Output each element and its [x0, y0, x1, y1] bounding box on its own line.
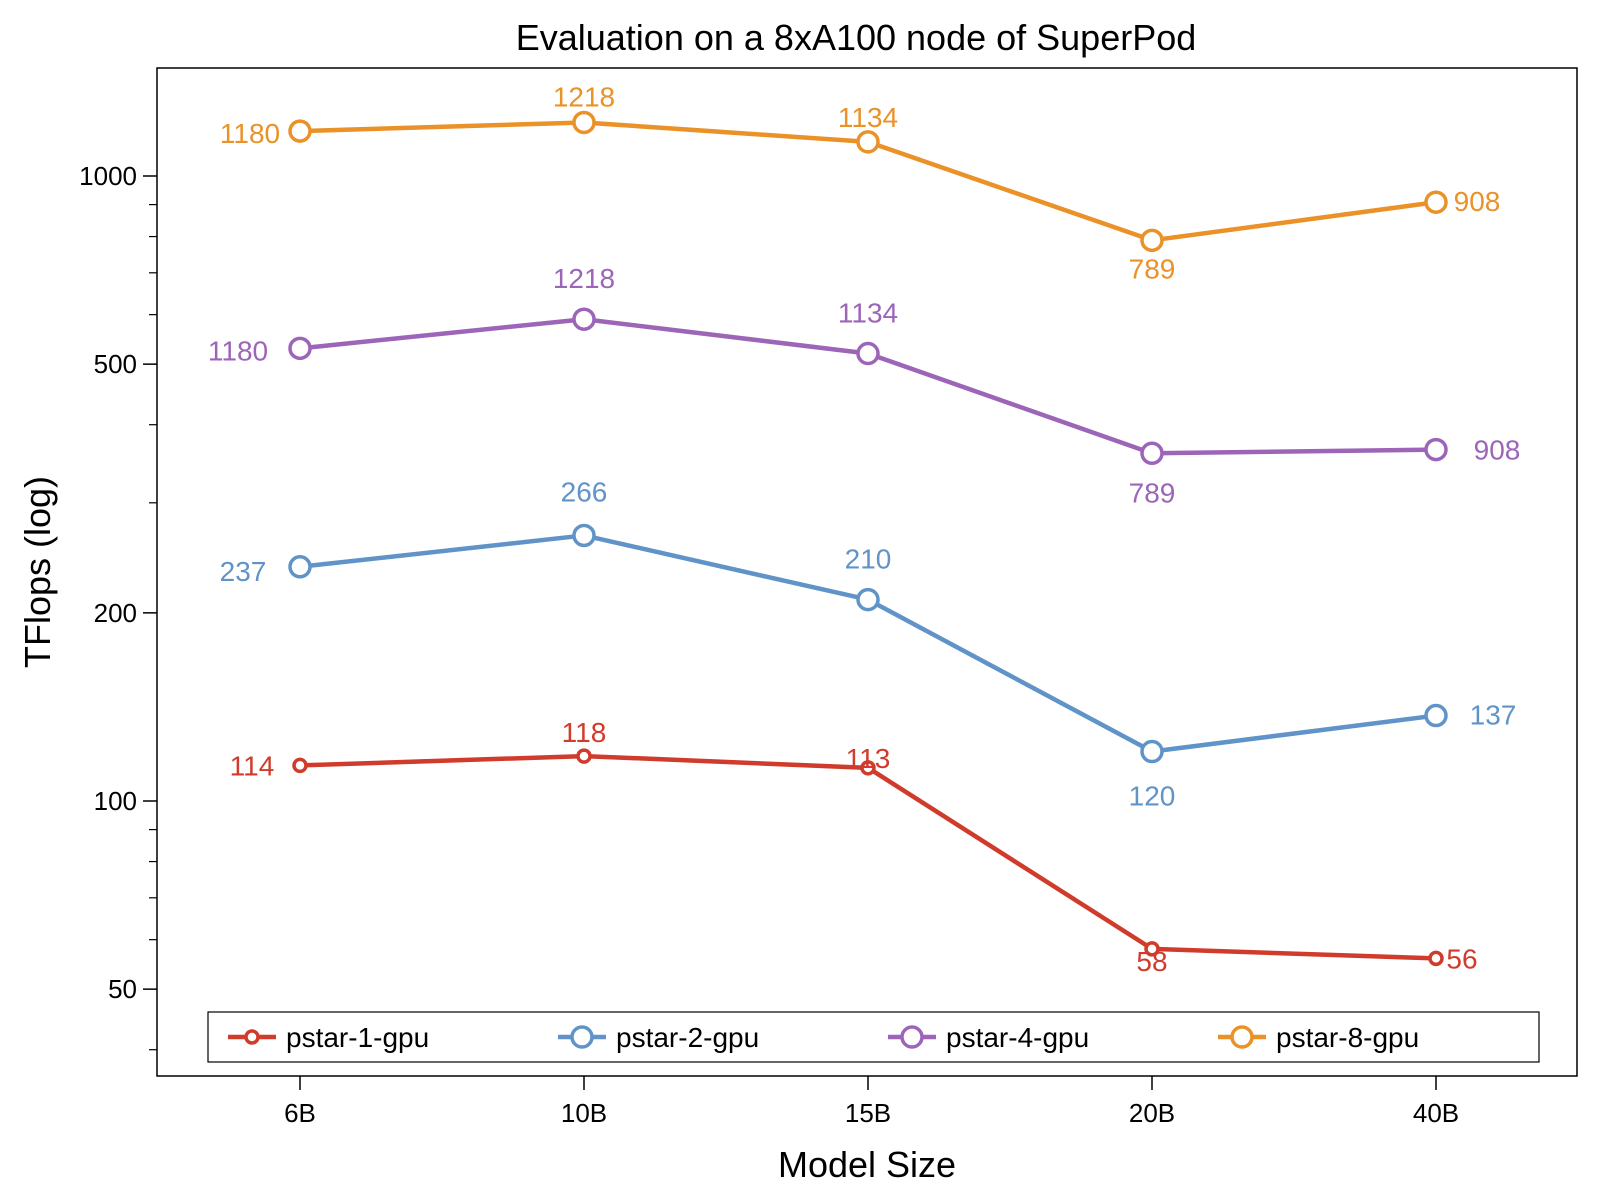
series-line — [299, 753, 1437, 961]
data-label: 137 — [1470, 700, 1517, 731]
data-point — [1424, 190, 1448, 214]
legend-swatch-marker — [1230, 1025, 1254, 1049]
legend-swatch-marker — [244, 1029, 260, 1045]
series-pstar-1-gpu: 114 118 113 58 56 — [230, 717, 1478, 977]
chart-title: Evaluation on a 8xA100 node of SuperPod — [516, 17, 1197, 58]
legend-item-pstar-4-gpu: pstar-4-gpu — [888, 1022, 1089, 1053]
y-tick-label: 200 — [94, 598, 137, 628]
data-point — [572, 110, 596, 135]
y-tick-label: 1000 — [79, 161, 137, 191]
data-label: 908 — [1474, 435, 1521, 466]
series-line — [299, 316, 1437, 456]
data-label: 908 — [1454, 186, 1501, 217]
data-label: 210 — [845, 544, 892, 575]
data-point — [856, 587, 880, 612]
data-point — [576, 748, 592, 764]
data-label: 120 — [1129, 781, 1176, 812]
data-point — [1140, 228, 1164, 253]
data-point — [292, 757, 308, 774]
x-axis-title: Model Size — [778, 1144, 956, 1185]
data-point — [1140, 441, 1164, 466]
data-label: 237 — [220, 556, 267, 587]
data-label: 113 — [846, 743, 891, 774]
data-point — [1140, 739, 1164, 764]
x-tick-label: 6B — [284, 1098, 316, 1128]
data-label: 118 — [562, 717, 607, 748]
legend-label: pstar-8-gpu — [1276, 1022, 1419, 1053]
data-label: 1180 — [208, 335, 268, 366]
data-label: 1180 — [220, 118, 280, 149]
data-label: 58 — [1136, 946, 1167, 977]
data-point — [860, 760, 876, 776]
data-point — [1424, 703, 1448, 728]
x-axis: 6B 10B 15B 20B 40B — [284, 1076, 1459, 1128]
data-point — [1428, 950, 1444, 967]
plot-frame — [156, 67, 1578, 1077]
data-point — [572, 523, 596, 548]
data-label: 1134 — [838, 297, 898, 328]
data-label: 266 — [561, 476, 608, 507]
data-point — [572, 307, 596, 331]
series-layer: 114 118 113 58 56 237 266 210 120 137 1180 1218 1134… — [208, 81, 1520, 976]
data-point — [288, 555, 312, 579]
data-point — [1144, 941, 1160, 957]
legend-item-pstar-8-gpu: pstar-8-gpu — [1218, 1022, 1419, 1053]
legend-label: pstar-2-gpu — [616, 1022, 759, 1053]
y-tick-label: 50 — [108, 974, 137, 1004]
data-point — [856, 341, 880, 366]
legend-label: pstar-4-gpu — [946, 1022, 1089, 1053]
data-label: 789 — [1129, 253, 1176, 284]
y-tick-label: 500 — [94, 349, 137, 379]
legend-swatch-marker — [570, 1025, 594, 1049]
legend: pstar-1-gpu pstar-2-gpu pstar-4-gpu pstar-8… — [207, 1011, 1540, 1063]
legend-label: pstar-1-gpu — [286, 1022, 429, 1053]
series-pstar-2-gpu: 237 266 210 120 137 — [220, 476, 1517, 811]
data-point — [856, 130, 880, 154]
legend-swatch-marker — [900, 1025, 924, 1049]
x-tick-label: 10B — [561, 1098, 607, 1128]
legend-box — [207, 1011, 1540, 1063]
data-label: 1134 — [838, 102, 898, 133]
series-pstar-8-gpu: 1180 1218 1134 789 908 — [220, 81, 1500, 284]
data-point — [288, 119, 312, 143]
x-tick-label: 40B — [1413, 1098, 1459, 1128]
data-label: 56 — [1446, 943, 1477, 974]
data-label: 1218 — [553, 263, 615, 294]
data-label: 789 — [1129, 477, 1176, 508]
legend-item-pstar-1-gpu: pstar-1-gpu — [228, 1022, 429, 1053]
data-label: 114 — [230, 750, 275, 781]
data-point — [1424, 437, 1448, 462]
y-tick-label: 100 — [94, 786, 137, 816]
data-label: 1218 — [553, 81, 615, 112]
x-tick-label: 20B — [1129, 1098, 1175, 1128]
series-pstar-4-gpu: 1180 1218 1134 789 908 — [208, 263, 1520, 508]
x-tick-label: 15B — [845, 1098, 891, 1128]
y-axis: 50 100 200 500 1000 — [79, 161, 157, 1051]
y-axis-title: TFlops (log) — [17, 476, 58, 668]
data-point — [288, 336, 312, 361]
legend-item-pstar-2-gpu: pstar-2-gpu — [558, 1022, 759, 1053]
